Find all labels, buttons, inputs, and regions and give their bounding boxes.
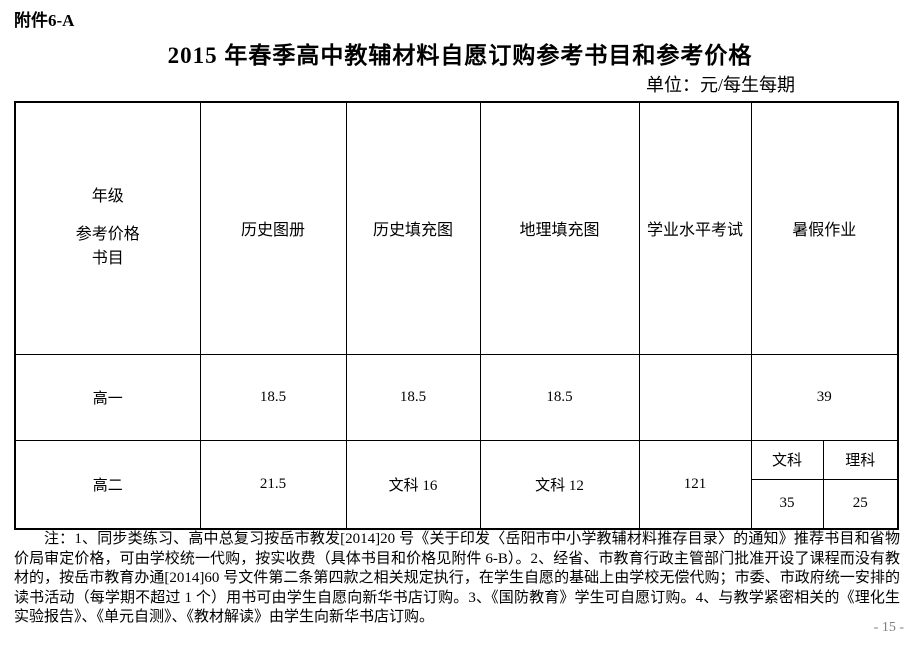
- cell-grade1-label: 高一: [14, 353, 201, 441]
- unit-label: 单位：元/每生每期: [645, 75, 795, 95]
- table-header-row: 年级 参考价格 书目 历史图册 历史填充图 地理填充图 学业水平考试 暑假作业: [14, 101, 899, 355]
- header-cell-history-atlas: 历史图册: [199, 101, 347, 355]
- cell-grade2-summer-science: 25: [822, 478, 899, 530]
- corner-booklist-label: 书目: [91, 250, 124, 268]
- corner-gap: [16, 209, 200, 223]
- price-table: 年级 参考价格 书目 历史图册 历史填充图 地理填充图 学业水平考试 暑假作业 …: [14, 101, 900, 530]
- subheader-science: 理科: [822, 439, 899, 480]
- header-cell-academic-test: 学业水平考试: [638, 101, 752, 355]
- cell-grade2-label: 高二: [14, 439, 201, 530]
- table-row-grade2-bottom: 35 25: [15, 478, 899, 530]
- subheader-liberal-arts: 文科: [750, 439, 824, 480]
- table-row-grade2-top: 高二 21.5 文科 16 文科 12 121 文科 理科: [14, 439, 899, 530]
- cell-grade2-academic-test: 121: [638, 439, 752, 530]
- cell-grade1-academic-test: [638, 353, 752, 441]
- cell-grade1-history-fill: 18.5: [345, 353, 481, 441]
- cell-grade2-summer-liberal: 35: [750, 478, 824, 530]
- attachment-label: 附件6-A: [14, 11, 75, 30]
- cell-grade1-summer: 39: [750, 353, 899, 441]
- page-title: 2015 年春季高中教辅材料自愿订购参考书目和参考价格: [167, 43, 753, 68]
- cell-grade2-history-atlas: 21.5: [199, 439, 347, 530]
- corner-header-cell: 年级 参考价格 书目: [14, 101, 201, 355]
- page-number: - 15 -: [873, 620, 904, 635]
- cell-grade1-history-atlas: 18.5: [199, 353, 347, 441]
- header-cell-history-fill: 历史填充图: [345, 101, 481, 355]
- note-text: 注：1、同步类练习、高中总复习按岳市教发[2014]20 号《关于印发〈岳阳市中…: [14, 531, 900, 625]
- header-cell-geography-fill: 地理填充图: [479, 101, 640, 355]
- corner-grade-label: 年级: [91, 188, 124, 206]
- table-row-grade1: 高一 18.5 18.5 18.5 39: [14, 353, 899, 441]
- cell-grade1-geography-fill: 18.5: [479, 353, 640, 441]
- cell-grade2-history-fill: 文科 16: [345, 439, 481, 530]
- header-cell-summer-homework: 暑假作业: [750, 101, 899, 355]
- cell-grade2-geography-fill: 文科 12: [479, 439, 640, 530]
- corner-price-label: 参考价格: [75, 226, 140, 244]
